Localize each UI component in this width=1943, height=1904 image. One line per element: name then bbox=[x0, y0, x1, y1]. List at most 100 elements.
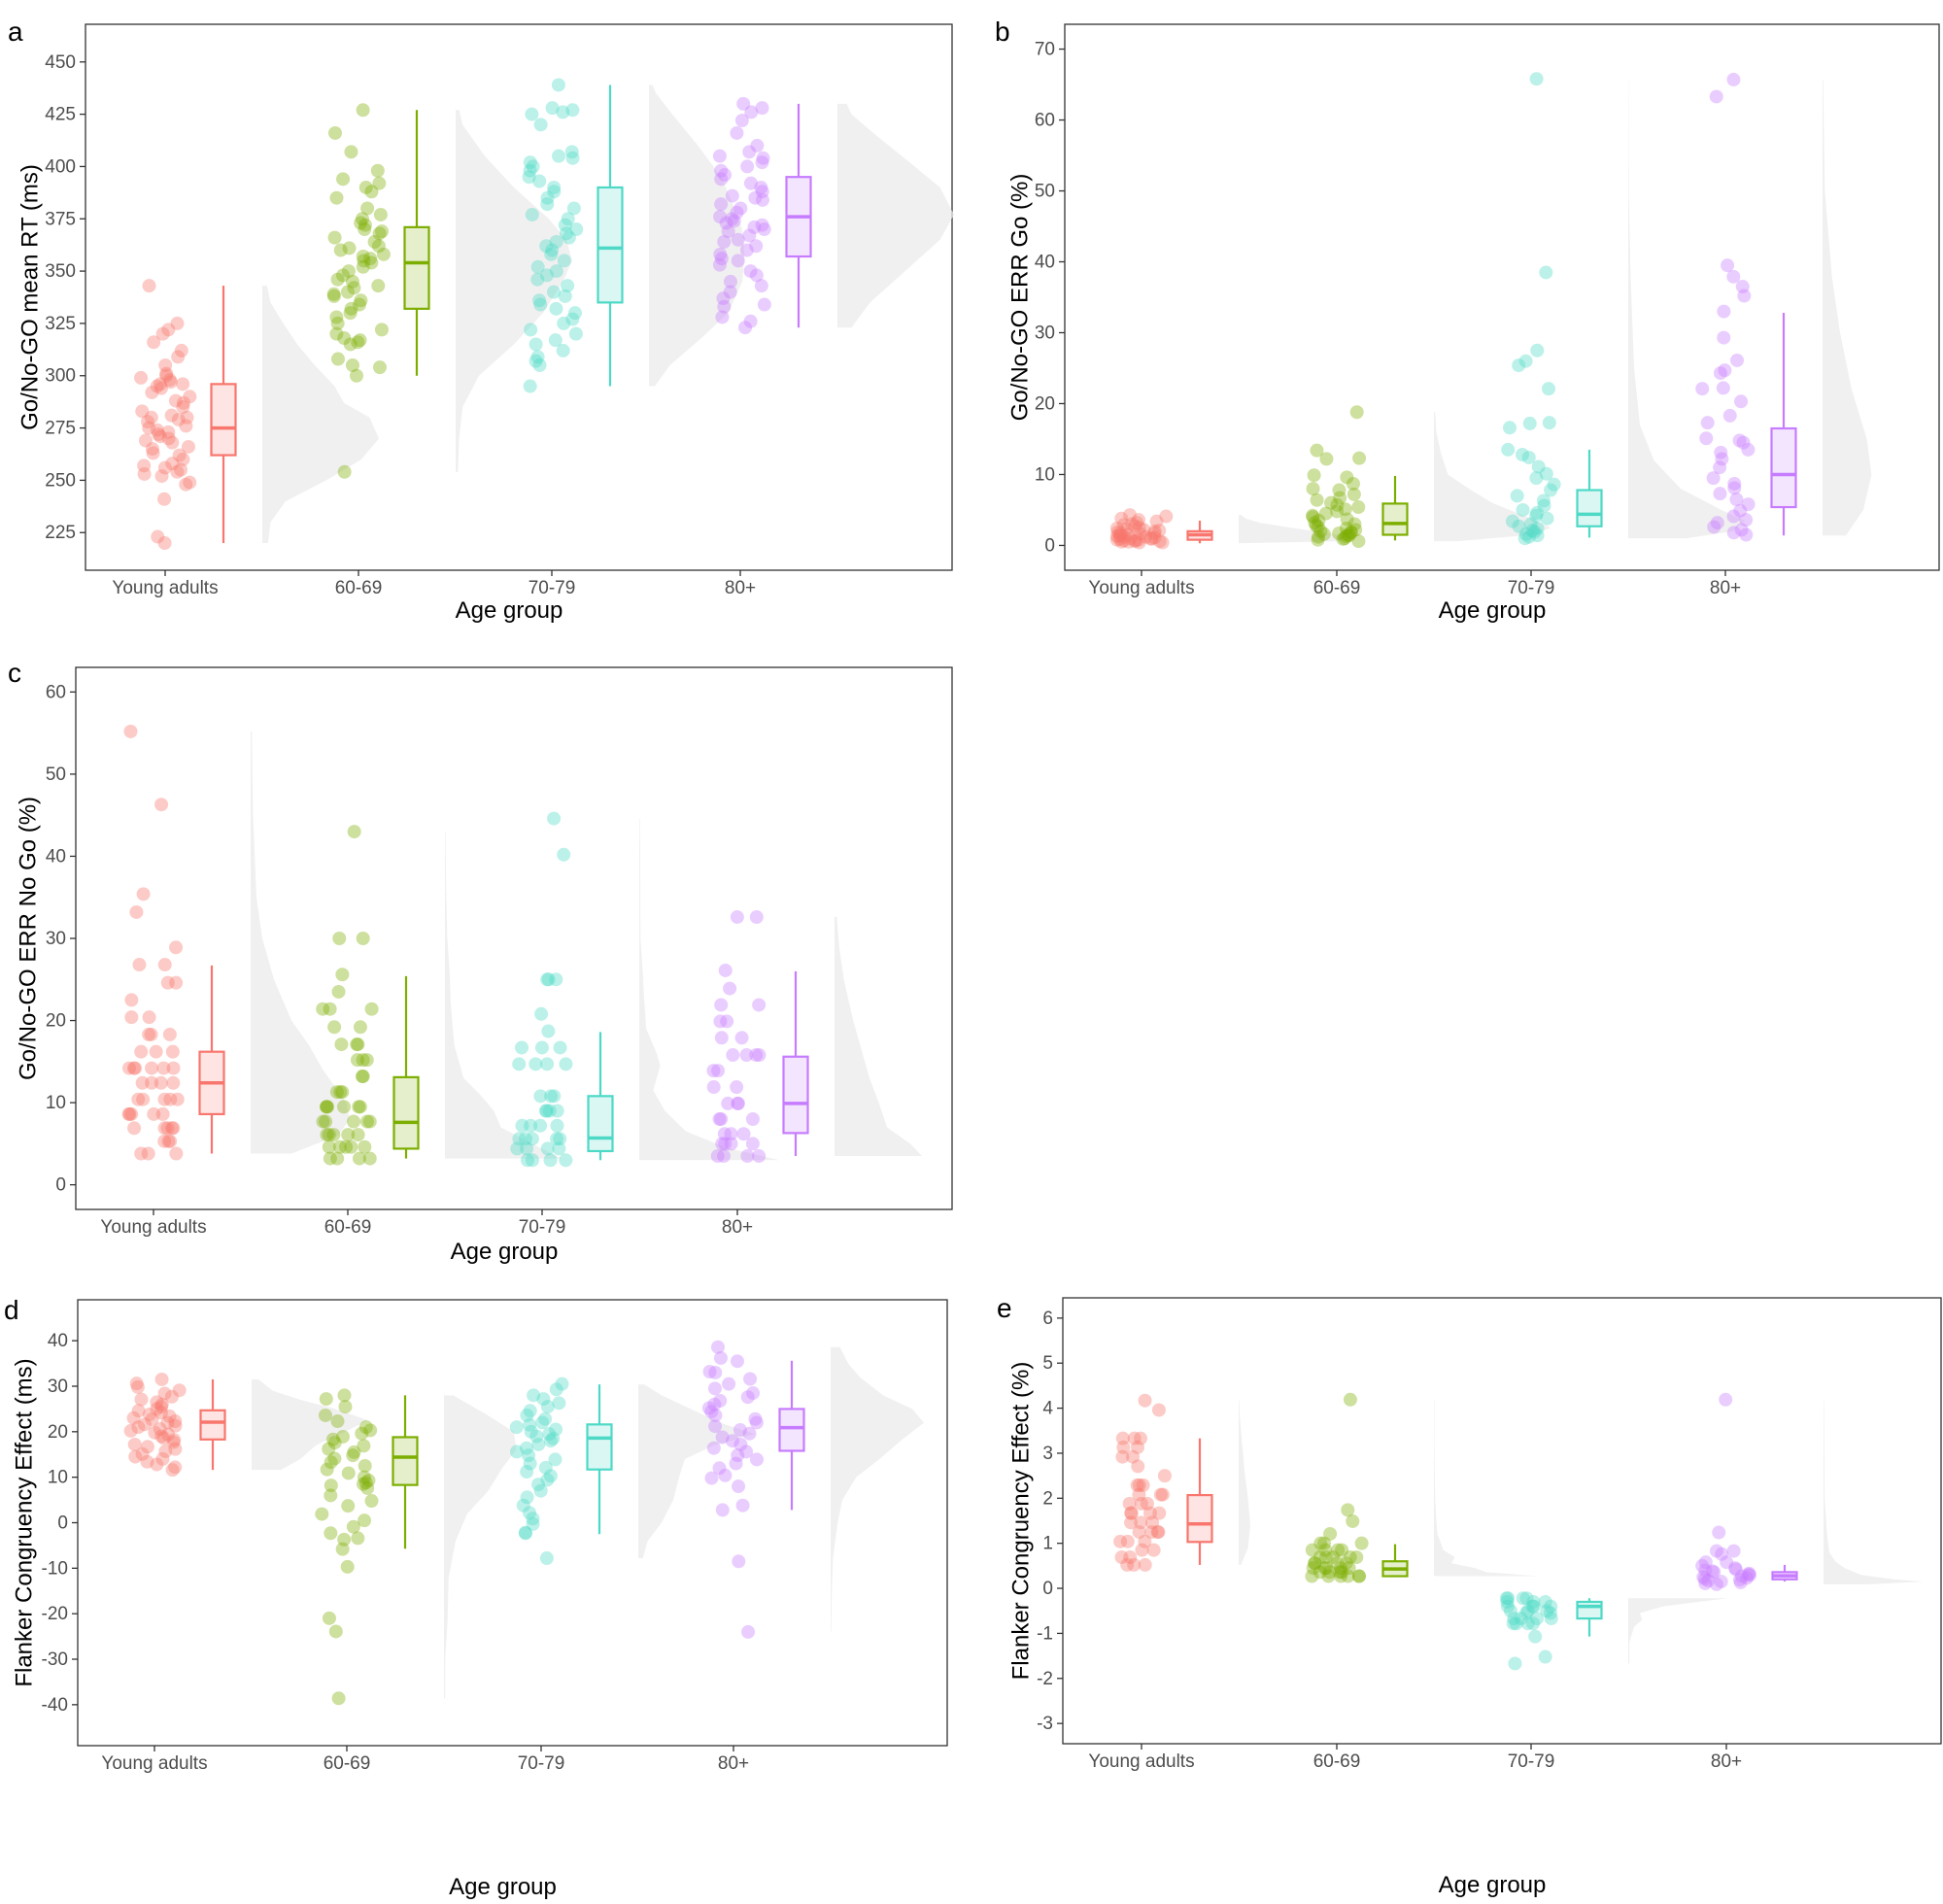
data-point bbox=[749, 1048, 764, 1063]
data-point bbox=[163, 375, 178, 390]
data-point bbox=[1728, 1561, 1743, 1576]
data-point bbox=[153, 429, 168, 444]
data-point bbox=[1707, 1565, 1721, 1580]
data-point bbox=[1326, 1550, 1341, 1565]
data-point bbox=[1529, 508, 1544, 523]
data-point bbox=[739, 1445, 754, 1459]
data-point bbox=[540, 972, 555, 987]
data-point bbox=[315, 1507, 329, 1521]
data-point bbox=[154, 1429, 169, 1444]
data-point bbox=[157, 1134, 172, 1148]
boxplot-70-79 bbox=[587, 1032, 614, 1161]
data-point bbox=[724, 1127, 738, 1141]
data-point bbox=[1123, 1550, 1138, 1565]
data-point bbox=[1349, 1550, 1364, 1565]
data-point bbox=[352, 1151, 366, 1166]
data-point bbox=[1149, 514, 1164, 528]
data-point bbox=[1155, 1487, 1170, 1502]
data-point bbox=[1343, 1392, 1357, 1407]
data-point bbox=[322, 1128, 336, 1142]
data-point bbox=[1341, 1569, 1355, 1583]
data-point bbox=[1516, 502, 1530, 517]
box-iqr bbox=[586, 1423, 613, 1471]
data-point bbox=[740, 1390, 755, 1405]
data-point bbox=[714, 252, 729, 266]
data-point bbox=[1318, 506, 1333, 521]
x-tick-label: 70-79 bbox=[528, 578, 576, 598]
data-point bbox=[1113, 528, 1128, 543]
data-point bbox=[1343, 1550, 1357, 1565]
data-point bbox=[749, 1415, 764, 1430]
data-point bbox=[364, 185, 379, 199]
data-point bbox=[1152, 534, 1167, 549]
data-point bbox=[358, 222, 372, 237]
data-point bbox=[363, 252, 378, 266]
data-point bbox=[556, 343, 570, 357]
data-point bbox=[1547, 477, 1561, 492]
data-point bbox=[557, 316, 571, 330]
data-point bbox=[136, 887, 151, 901]
data-point bbox=[1733, 1576, 1748, 1590]
data-point bbox=[1529, 72, 1544, 86]
density-60-69 bbox=[445, 832, 562, 1159]
data-point bbox=[701, 1401, 716, 1415]
data-point bbox=[1138, 1534, 1152, 1548]
y-tick-label: 300 bbox=[45, 366, 76, 387]
data-point bbox=[333, 1085, 348, 1100]
data-point bbox=[342, 241, 357, 255]
data-point bbox=[716, 1149, 731, 1164]
density-70-79 bbox=[1628, 1598, 1727, 1664]
data-point bbox=[371, 239, 386, 254]
data-point bbox=[350, 1053, 364, 1068]
data-point bbox=[166, 1435, 181, 1449]
data-point bbox=[1116, 1440, 1131, 1454]
data-point bbox=[148, 1425, 162, 1440]
y-tick-label: 1 bbox=[1042, 1534, 1053, 1554]
data-point bbox=[733, 1437, 748, 1451]
boxplot-60-69 bbox=[1381, 475, 1409, 541]
data-point bbox=[1707, 520, 1721, 534]
data-point bbox=[1132, 1478, 1146, 1492]
data-point bbox=[1132, 1487, 1146, 1502]
data-point bbox=[126, 1061, 141, 1075]
data-point bbox=[708, 1408, 723, 1422]
data-point bbox=[174, 462, 188, 477]
data-point bbox=[1323, 1526, 1338, 1541]
data-point bbox=[1125, 517, 1140, 531]
data-point bbox=[353, 1020, 367, 1035]
data-point bbox=[714, 998, 729, 1012]
data-point bbox=[146, 446, 160, 460]
x-tick-label: 70-79 bbox=[1508, 578, 1555, 598]
data-point bbox=[171, 412, 186, 426]
y-tick-label: 325 bbox=[45, 314, 76, 334]
data-point bbox=[1526, 1599, 1541, 1614]
data-point bbox=[1507, 1612, 1521, 1626]
data-point bbox=[1308, 1556, 1322, 1571]
data-point bbox=[358, 1420, 373, 1435]
panel-letter: d bbox=[4, 1295, 19, 1325]
data-point bbox=[540, 1400, 555, 1414]
density-80plus bbox=[835, 917, 922, 1157]
y-tick-label: 275 bbox=[45, 419, 76, 439]
y-tick-label: 3 bbox=[1042, 1444, 1053, 1464]
x-tick-label: 60-69 bbox=[324, 1217, 372, 1238]
data-point bbox=[553, 1040, 567, 1055]
data-point bbox=[1701, 1574, 1716, 1588]
data-point bbox=[528, 337, 543, 352]
data-point bbox=[548, 333, 562, 348]
data-point bbox=[559, 1153, 573, 1168]
data-point bbox=[1727, 476, 1742, 491]
data-point bbox=[161, 1427, 176, 1442]
data-point bbox=[157, 1386, 172, 1401]
data-point bbox=[155, 1451, 170, 1466]
box-iqr bbox=[199, 1409, 226, 1441]
data-point bbox=[330, 1414, 345, 1429]
data-point bbox=[340, 1559, 355, 1574]
x-tick-label: 80+ bbox=[725, 578, 756, 598]
data-point bbox=[526, 159, 540, 174]
data-point bbox=[1312, 529, 1326, 544]
data-point bbox=[154, 798, 169, 812]
data-point bbox=[742, 228, 757, 243]
data-point bbox=[322, 1611, 336, 1625]
